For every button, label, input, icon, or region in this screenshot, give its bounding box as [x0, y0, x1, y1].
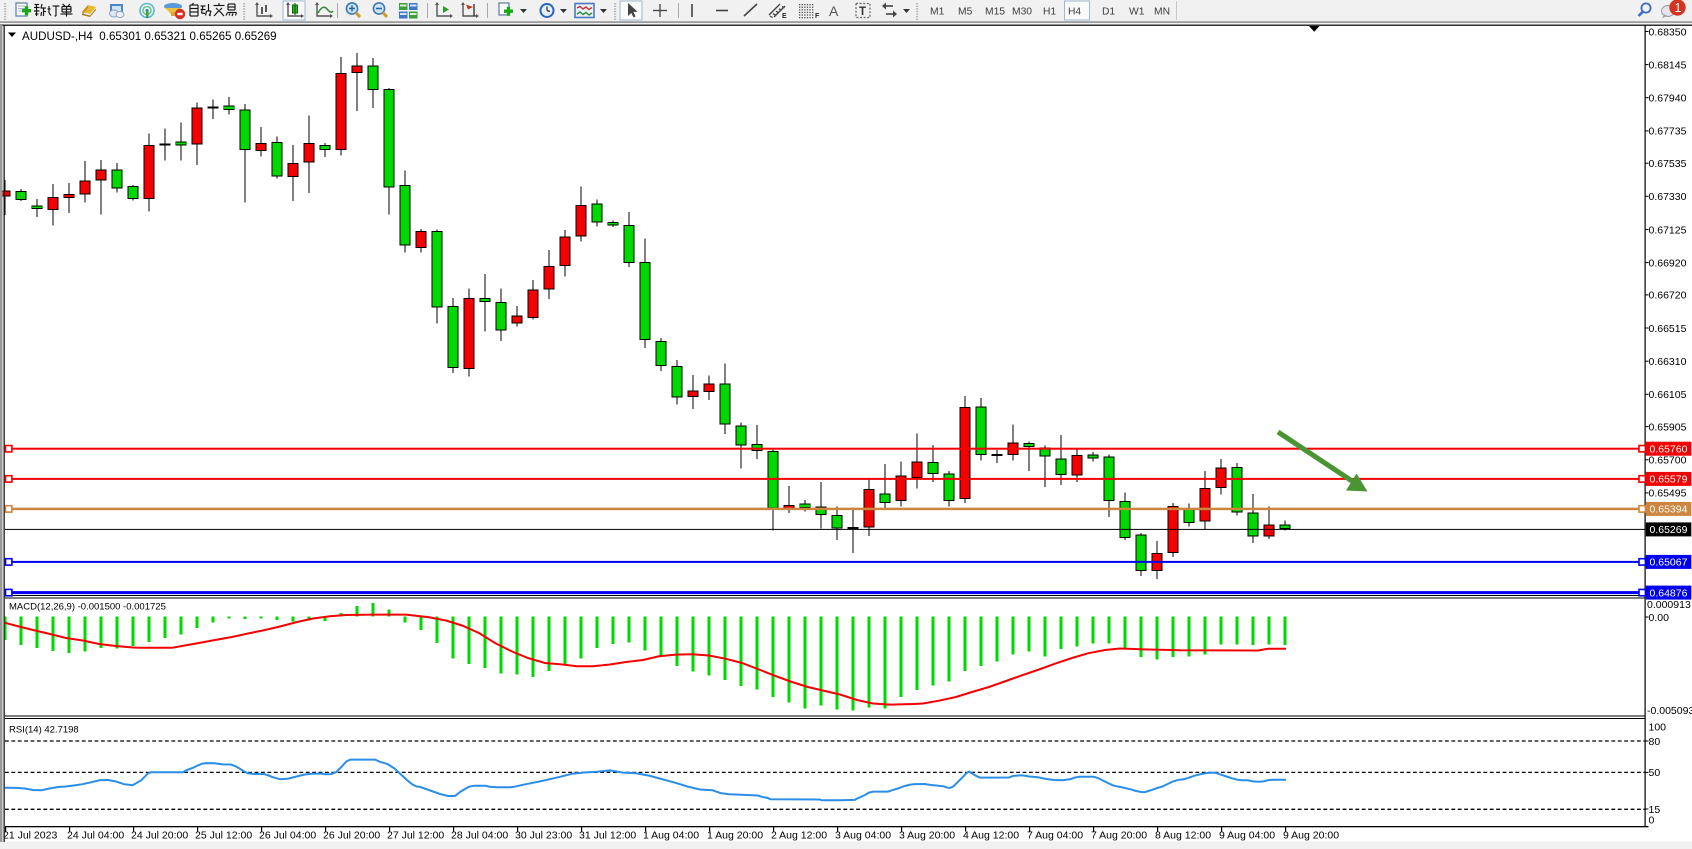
svg-text:26 Jul 04:00: 26 Jul 04:00 — [259, 830, 316, 842]
svg-text:M15: M15 — [985, 7, 1005, 18]
svg-text:28 Jul 04:00: 28 Jul 04:00 — [451, 830, 508, 842]
svg-text:100: 100 — [1649, 721, 1667, 733]
svg-text:A: A — [829, 3, 839, 19]
svg-text:T: T — [859, 6, 866, 18]
svg-text:25 Jul 12:00: 25 Jul 12:00 — [195, 830, 252, 842]
svg-text:E: E — [782, 13, 787, 20]
svg-text:F: F — [815, 13, 820, 20]
svg-text:7 Aug 20:00: 7 Aug 20:00 — [1091, 830, 1147, 842]
svg-text:30 Jul 23:00: 30 Jul 23:00 — [515, 830, 572, 842]
svg-text:0.68145: 0.68145 — [1649, 59, 1687, 71]
svg-text:0.65905: 0.65905 — [1649, 421, 1687, 433]
svg-text:D1: D1 — [1102, 7, 1115, 18]
svg-text:0.66515: 0.66515 — [1649, 323, 1687, 335]
svg-text:M1: M1 — [930, 7, 945, 18]
svg-text:0.67735: 0.67735 — [1649, 126, 1687, 138]
svg-text:0.64876: 0.64876 — [1650, 587, 1688, 599]
svg-text:0.65269: 0.65269 — [1650, 524, 1688, 536]
svg-text:0.65394: 0.65394 — [1650, 504, 1688, 516]
svg-text:1 Aug 20:00: 1 Aug 20:00 — [707, 830, 763, 842]
svg-text:27 Jul 12:00: 27 Jul 12:00 — [387, 830, 444, 842]
svg-text:0.67330: 0.67330 — [1649, 191, 1687, 203]
svg-text:H1: H1 — [1043, 7, 1056, 18]
svg-text:-0.005093: -0.005093 — [1647, 705, 1692, 717]
svg-text:0.67125: 0.67125 — [1649, 224, 1687, 236]
svg-text:0.67940: 0.67940 — [1649, 93, 1687, 105]
svg-text:0.65495: 0.65495 — [1649, 488, 1687, 500]
svg-text:50: 50 — [1649, 767, 1661, 779]
svg-text:0.00: 0.00 — [1649, 612, 1670, 624]
svg-text:M5: M5 — [958, 7, 973, 18]
svg-text:0.66310: 0.66310 — [1649, 356, 1687, 368]
svg-text:0.66920: 0.66920 — [1649, 257, 1687, 269]
svg-text:M30: M30 — [1012, 7, 1032, 18]
svg-text:1 Aug 04:00: 1 Aug 04:00 — [643, 830, 699, 842]
svg-text:26 Jul 20:00: 26 Jul 20:00 — [323, 830, 380, 842]
svg-text:0.67535: 0.67535 — [1649, 158, 1687, 170]
svg-text:4 Aug 12:00: 4 Aug 12:00 — [963, 830, 1019, 842]
svg-text:0.65700: 0.65700 — [1649, 455, 1687, 467]
svg-text:0.66720: 0.66720 — [1649, 290, 1687, 302]
svg-text:21 Jul 2023: 21 Jul 2023 — [3, 830, 57, 842]
svg-text:0.65579: 0.65579 — [1650, 474, 1688, 486]
svg-text:0.65760: 0.65760 — [1650, 444, 1688, 456]
svg-text:7 Aug 04:00: 7 Aug 04:00 — [1027, 830, 1083, 842]
svg-text:0: 0 — [1649, 814, 1655, 826]
svg-text:24 Jul 04:00: 24 Jul 04:00 — [67, 830, 124, 842]
svg-text:RSI(14) 42.7198: RSI(14) 42.7198 — [9, 725, 79, 736]
svg-text:15: 15 — [1649, 804, 1661, 816]
svg-text:MACD(12,26,9) -0.001500 -0.001: MACD(12,26,9) -0.001500 -0.001725 — [9, 602, 166, 613]
svg-text:8 Aug 12:00: 8 Aug 12:00 — [1155, 830, 1211, 842]
svg-text:0.65067: 0.65067 — [1650, 557, 1688, 569]
svg-text:MN: MN — [1154, 7, 1170, 18]
svg-text:AUDUSD-,H4 0.65301 0.65321 0.: AUDUSD-,H4 0.65301 0.65321 0.65265 0.652… — [22, 30, 277, 43]
svg-text:3 Aug 20:00: 3 Aug 20:00 — [899, 830, 955, 842]
svg-text:1: 1 — [1675, 1, 1682, 15]
svg-text:9 Aug 20:00: 9 Aug 20:00 — [1283, 830, 1339, 842]
svg-text:W1: W1 — [1129, 7, 1145, 18]
svg-text:24 Jul 20:00: 24 Jul 20:00 — [131, 830, 188, 842]
svg-text:9 Aug 04:00: 9 Aug 04:00 — [1219, 830, 1275, 842]
svg-text:0.68350: 0.68350 — [1649, 26, 1687, 38]
svg-text:0.66105: 0.66105 — [1649, 389, 1687, 401]
svg-text:3 Aug 04:00: 3 Aug 04:00 — [835, 830, 891, 842]
svg-text:0.000913: 0.000913 — [1647, 599, 1691, 611]
svg-text:H4: H4 — [1068, 7, 1081, 18]
svg-text:2 Aug 12:00: 2 Aug 12:00 — [771, 830, 827, 842]
svg-text:80: 80 — [1649, 736, 1661, 748]
svg-text:31 Jul 12:00: 31 Jul 12:00 — [579, 830, 636, 842]
